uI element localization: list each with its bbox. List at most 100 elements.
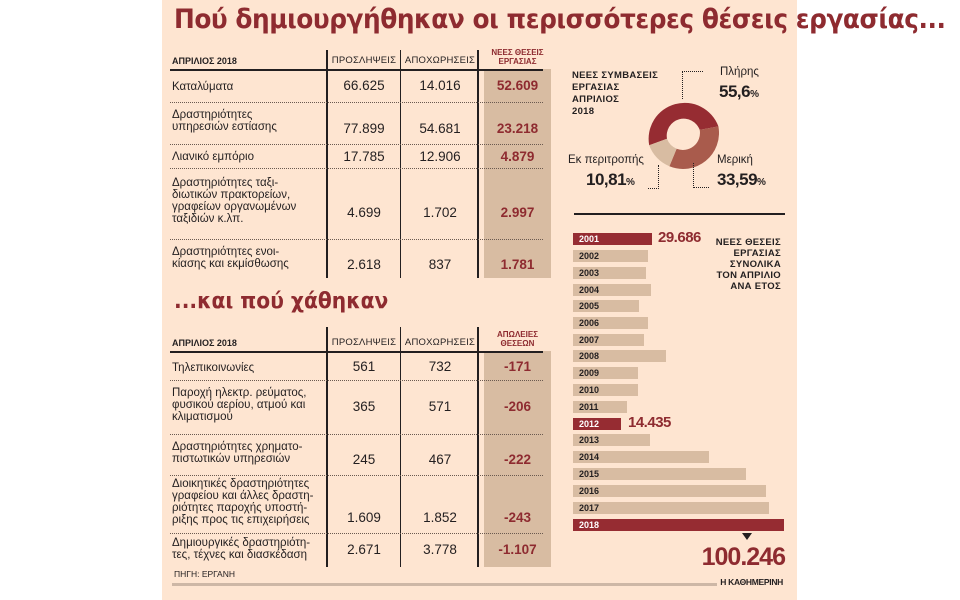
section-divider — [574, 213, 785, 215]
row-hires: 561 — [352, 359, 376, 374]
row-net: -206 — [503, 399, 532, 414]
row-label: Διοικητικές δραστηριότητες γραφείου και … — [172, 478, 314, 526]
row-net: 4.879 — [500, 149, 535, 164]
table-header: ΑΠΡΙΛΙΟΣ 2018 ΠΡΟΣΛΗΨΕΙΣ ΑΠΟΧΩΡΗΣΕΙΣ ΝΕΕ… — [170, 40, 544, 71]
header-departures: ΑΠΟΧΩΡΗΣΕΙΣ — [404, 55, 476, 66]
row-label: Δημιουργικές δραστηριότη-τες, τέχνες και… — [172, 537, 311, 561]
leader-line — [682, 71, 703, 99]
header-period: ΑΠΡΙΛΙΟΣ 2018 — [172, 338, 237, 348]
brand-credit: Η ΚΑΘΗΜΕΡΙΝΗ — [720, 577, 783, 587]
column-divider — [400, 327, 401, 567]
main-title: Πού δημιουργήθηκαν οι περισσότερες θέσει… — [174, 4, 946, 35]
leader-line — [648, 165, 659, 189]
table-row: Δημιουργικές δραστηριότη-τες, τέχνες και… — [170, 534, 543, 567]
bar-2017: 2017 — [573, 502, 769, 514]
slice-rotation — [649, 138, 677, 167]
header-net: ΝΕΕΣ ΘΕΣΕΙΣ ΕΡΓΑΣΙΑΣ — [491, 48, 544, 66]
header-period: ΑΠΡΙΛΙΟΣ 2018 — [172, 56, 237, 66]
column-divider — [326, 50, 328, 278]
bar-2014: 2014 — [573, 451, 709, 463]
row-label: Δραστηριότητες υπηρεσιών εστίασης — [172, 109, 277, 133]
table-row: Καταλύματα 66.625 14.016 52.609 — [170, 71, 543, 103]
bar-2009: 2009 — [573, 367, 638, 379]
row-hires: 66.625 — [343, 78, 385, 93]
total-2018: 100.246 — [701, 543, 786, 571]
infographic-panel: Πού δημιουργήθηκαν οι περισσότερες θέσει… — [162, 0, 946, 600]
row-departures: 1.702 — [423, 205, 457, 220]
table-header: ΑΠΡΙΛΙΟΣ 2018 ΠΡΟΣΛΗΨΕΙΣ ΑΠΟΧΩΡΗΣΕΙΣ ΑΠΩ… — [170, 322, 543, 353]
table-row: Δραστηριότητες υπηρεσιών εστίασης 77.899… — [170, 103, 543, 145]
bar-2013: 2013 — [573, 434, 650, 446]
net-column-shade — [484, 351, 551, 567]
row-net: 23.218 — [496, 121, 539, 136]
header-hires: ΠΡΟΣΛΗΨΕΙΣ — [331, 337, 397, 348]
row-label: Δραστηριότητες χρηματο-πιστωτικών υπηρεσ… — [172, 441, 303, 465]
row-departures: 14.016 — [419, 78, 461, 93]
losses-subtitle: ...και πού χάθηκαν — [174, 289, 389, 314]
pointer-triangle-icon — [742, 533, 752, 540]
row-net: -1.107 — [498, 542, 537, 557]
bar-2006: 2006 — [573, 317, 648, 329]
bar-value-2012: 14.435 — [628, 414, 671, 431]
row-label: Τηλεπικοινωνίες — [172, 362, 255, 374]
bar-2007: 2007 — [573, 334, 644, 346]
donut-title: ΝΕΕΣ ΣΥΜΒΑΣΕΙΣ ΕΡΓΑΣΙΑΣ ΑΠΡΙΛΙΟΣ 2018 — [572, 70, 659, 117]
bar-2003: 2003 — [573, 267, 646, 279]
bar-2002: 2002 — [573, 250, 648, 262]
table-row: Τηλεπικοινωνίες 561 732 -171 — [170, 353, 543, 381]
row-hires: 17.785 — [343, 149, 385, 164]
label-partial: Μερική — [717, 154, 753, 166]
row-departures: 54.681 — [419, 121, 461, 136]
donut-chart — [648, 102, 719, 169]
row-departures: 732 — [428, 359, 452, 374]
bar-2004: 2004 — [573, 284, 651, 296]
value-rotation: 10,81% — [586, 170, 635, 189]
table-row: Δραστηριότητες ενοι-κίασης και εκμίσθωση… — [170, 240, 543, 278]
source-note: ΠΗΓΗ: ΕΡΓΑΝΗ — [174, 569, 236, 579]
column-divider — [477, 327, 479, 567]
bar-2015: 2015 — [573, 468, 746, 480]
row-hires: 2.671 — [347, 542, 381, 557]
row-net: -243 — [503, 510, 532, 525]
row-net: -222 — [503, 452, 532, 467]
label-full: Πλήρης — [720, 66, 759, 78]
bar-2001: 2001 — [573, 233, 652, 245]
table-row: Δραστηριότητες ταξι-διωτικών πρακτορείων… — [170, 169, 543, 240]
slice-full — [648, 102, 719, 146]
row-departures: 12.906 — [419, 149, 461, 164]
bar-2011: 2011 — [573, 401, 627, 413]
label-rotation: Εκ περιτροπής — [568, 154, 644, 166]
row-net: 1.781 — [500, 257, 535, 272]
row-departures: 837 — [428, 257, 452, 272]
header-net: ΑΠΩΛΕΙΕΣ ΘΕΣΕΩΝ — [497, 330, 538, 348]
header-departures: ΑΠΟΧΩΡΗΣΕΙΣ — [404, 337, 476, 348]
column-divider — [326, 327, 328, 567]
header-hires: ΠΡΟΣΛΗΨΕΙΣ — [331, 55, 397, 66]
row-label: Παροχή ηλεκτρ. ρεύματος, φυσικού αερίου,… — [172, 387, 307, 423]
row-net: -171 — [503, 359, 532, 374]
bar-2005: 2005 — [573, 300, 639, 312]
table-row: Λιανικό εμπόριο 17.785 12.906 4.879 — [170, 145, 543, 169]
bar-2016: 2016 — [573, 485, 766, 497]
row-departures: 1.852 — [423, 510, 457, 525]
table-row: Δραστηριότητες χρηματο-πιστωτικών υπηρεσ… — [170, 435, 543, 476]
row-label: Καταλύματα — [172, 81, 234, 93]
row-label: Δραστηριότητες ταξι-διωτικών πρακτορείων… — [172, 177, 297, 225]
value-full: 55,6% — [719, 82, 759, 101]
value-partial: 33,59% — [717, 170, 766, 189]
leader-line — [693, 163, 709, 188]
row-hires: 245 — [352, 452, 376, 467]
row-hires: 4.699 — [347, 205, 381, 220]
table-row: Διοικητικές δραστηριότητες γραφείου και … — [170, 476, 543, 534]
column-divider — [400, 50, 401, 278]
footer-rule — [172, 583, 717, 586]
row-departures: 467 — [428, 452, 452, 467]
row-net: 52.609 — [496, 78, 539, 93]
bar-2012: 2012 — [573, 418, 621, 430]
net-column-shade — [484, 69, 551, 278]
bars-title: ΝΕΕΣ ΘΕΣΕΙΣ ΕΡΓΑΣΙΑΣ ΣΥΝΟΛΙΚΑ ΤΟΝ ΑΠΡΙΛΙ… — [715, 237, 781, 292]
gains-table: ΑΠΡΙΛΙΟΣ 2018 ΠΡΟΣΛΗΨΕΙΣ ΑΠΟΧΩΡΗΣΕΙΣ ΝΕΕ… — [170, 40, 551, 280]
row-hires: 365 — [352, 399, 376, 414]
bar-value-2001: 29.686 — [658, 229, 701, 246]
row-hires: 1.609 — [347, 510, 381, 525]
